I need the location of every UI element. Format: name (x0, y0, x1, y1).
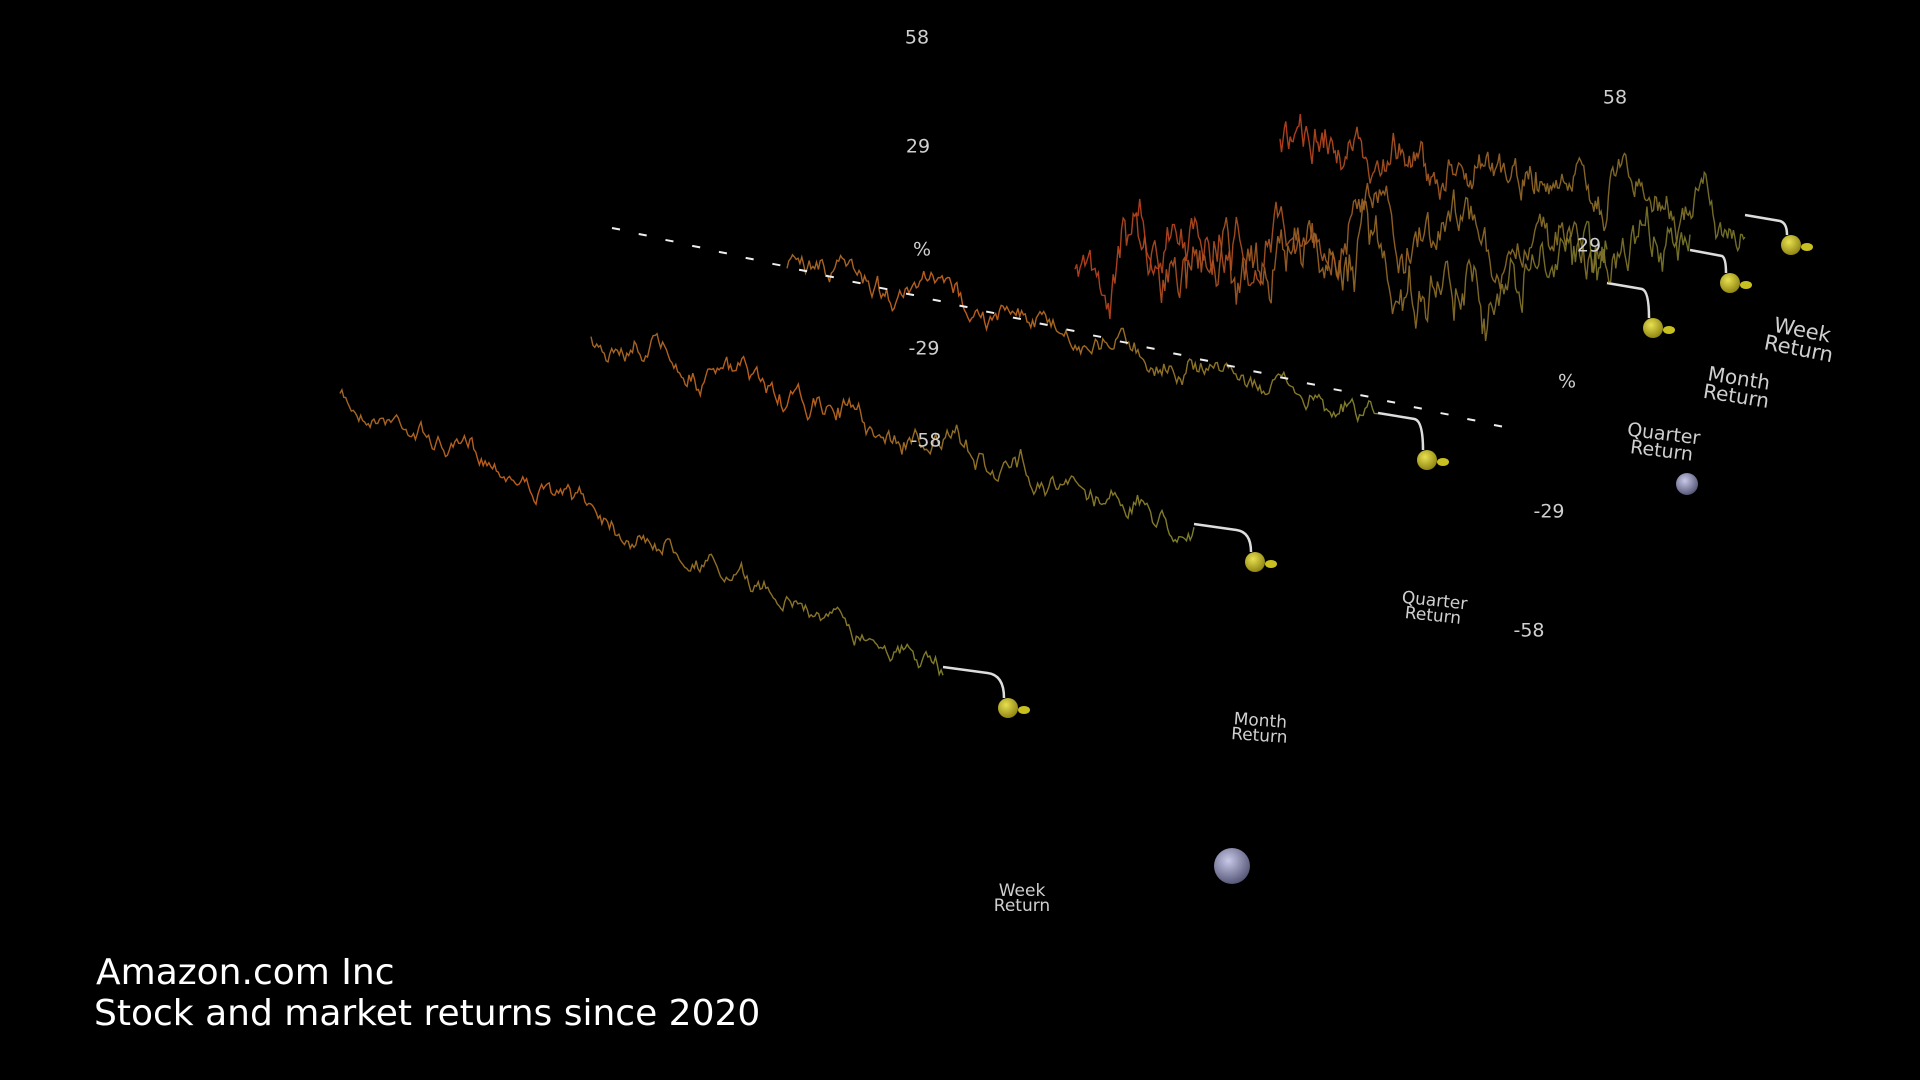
trace (339, 387, 944, 677)
label-line: Week (999, 881, 1046, 901)
dash (1039, 322, 1048, 326)
dash (1146, 346, 1155, 350)
axis-label: Week Return (1762, 313, 1835, 367)
dash (1413, 406, 1423, 410)
market-sphere (1676, 473, 1698, 495)
axis-tick: -29 (1533, 501, 1564, 523)
trace (590, 332, 1195, 544)
dash (665, 238, 674, 243)
end-ball-tip (1740, 281, 1752, 289)
axis-label: Month Return (1230, 709, 1288, 748)
trace-tail (1744, 213, 1789, 236)
end-ball (1781, 235, 1801, 255)
end-ball-tip (1801, 243, 1813, 251)
trace (1137, 182, 1691, 290)
label-line: Month (1233, 709, 1288, 733)
dash (985, 310, 995, 315)
dash (1440, 412, 1449, 416)
dash (852, 280, 861, 285)
dash (772, 262, 781, 267)
series-lines (339, 114, 1813, 718)
axis-tick: 29 (1577, 235, 1601, 257)
axis-tick: 29 (906, 136, 930, 158)
end-ball (1245, 552, 1265, 572)
end-ball-tip (1663, 326, 1675, 334)
dash (1092, 334, 1102, 338)
trace (786, 253, 1379, 424)
axis-tick: -58 (1513, 620, 1544, 642)
dash (1012, 316, 1022, 321)
dash (1333, 388, 1342, 392)
dash (718, 250, 728, 255)
title: Amazon.com Inc (96, 952, 395, 993)
end-ball-tip (1018, 706, 1030, 714)
dash (959, 304, 968, 309)
dash (1173, 352, 1182, 356)
end-ball (998, 698, 1018, 718)
trace-tail (1377, 411, 1425, 451)
axis-label: Week Return (994, 881, 1050, 916)
trace (1279, 114, 1746, 253)
dash (1226, 364, 1235, 368)
axis-label: Month Return (1702, 361, 1772, 413)
end-ball-tip (1265, 560, 1277, 568)
label-line: Return (1230, 724, 1288, 748)
axis-tick: 58 (1603, 87, 1627, 109)
trace-tail (942, 665, 1006, 699)
dash (1279, 376, 1289, 380)
dash (1066, 328, 1075, 332)
dash (932, 298, 941, 303)
subtitle: Stock and market returns since 2020 (94, 993, 760, 1034)
axis-label: Quarter Return (1401, 588, 1468, 629)
dash (1360, 394, 1369, 398)
dash (905, 292, 915, 297)
axis-tick: -58 (910, 430, 941, 452)
dash (691, 244, 701, 249)
axis-tick: 58 (905, 27, 929, 49)
axis-label: Quarter Return (1626, 419, 1702, 466)
dash (1119, 340, 1129, 344)
market-sphere (1214, 848, 1250, 884)
axis-tick: % (1558, 371, 1576, 393)
trace-tail (1193, 522, 1253, 553)
dash (798, 268, 808, 273)
dash (1306, 382, 1316, 386)
dash (745, 256, 754, 261)
dash (1253, 370, 1262, 374)
dash (1386, 400, 1396, 404)
dash (879, 286, 888, 291)
end-ball-tip (1437, 458, 1449, 466)
trace-tail (1606, 281, 1651, 319)
end-ball (1643, 318, 1663, 338)
dash (825, 274, 835, 279)
dash (611, 227, 621, 231)
dash (1199, 358, 1209, 362)
dash (638, 232, 647, 237)
trace (1074, 200, 1608, 342)
label-line: Return (994, 896, 1050, 916)
end-ball (1417, 450, 1437, 470)
end-ball (1720, 273, 1740, 293)
axis-tick: % (913, 239, 931, 261)
axis-tick: -29 (908, 338, 939, 360)
dash (1493, 424, 1503, 428)
trace-tail (1689, 248, 1728, 274)
dash (1467, 418, 1476, 422)
